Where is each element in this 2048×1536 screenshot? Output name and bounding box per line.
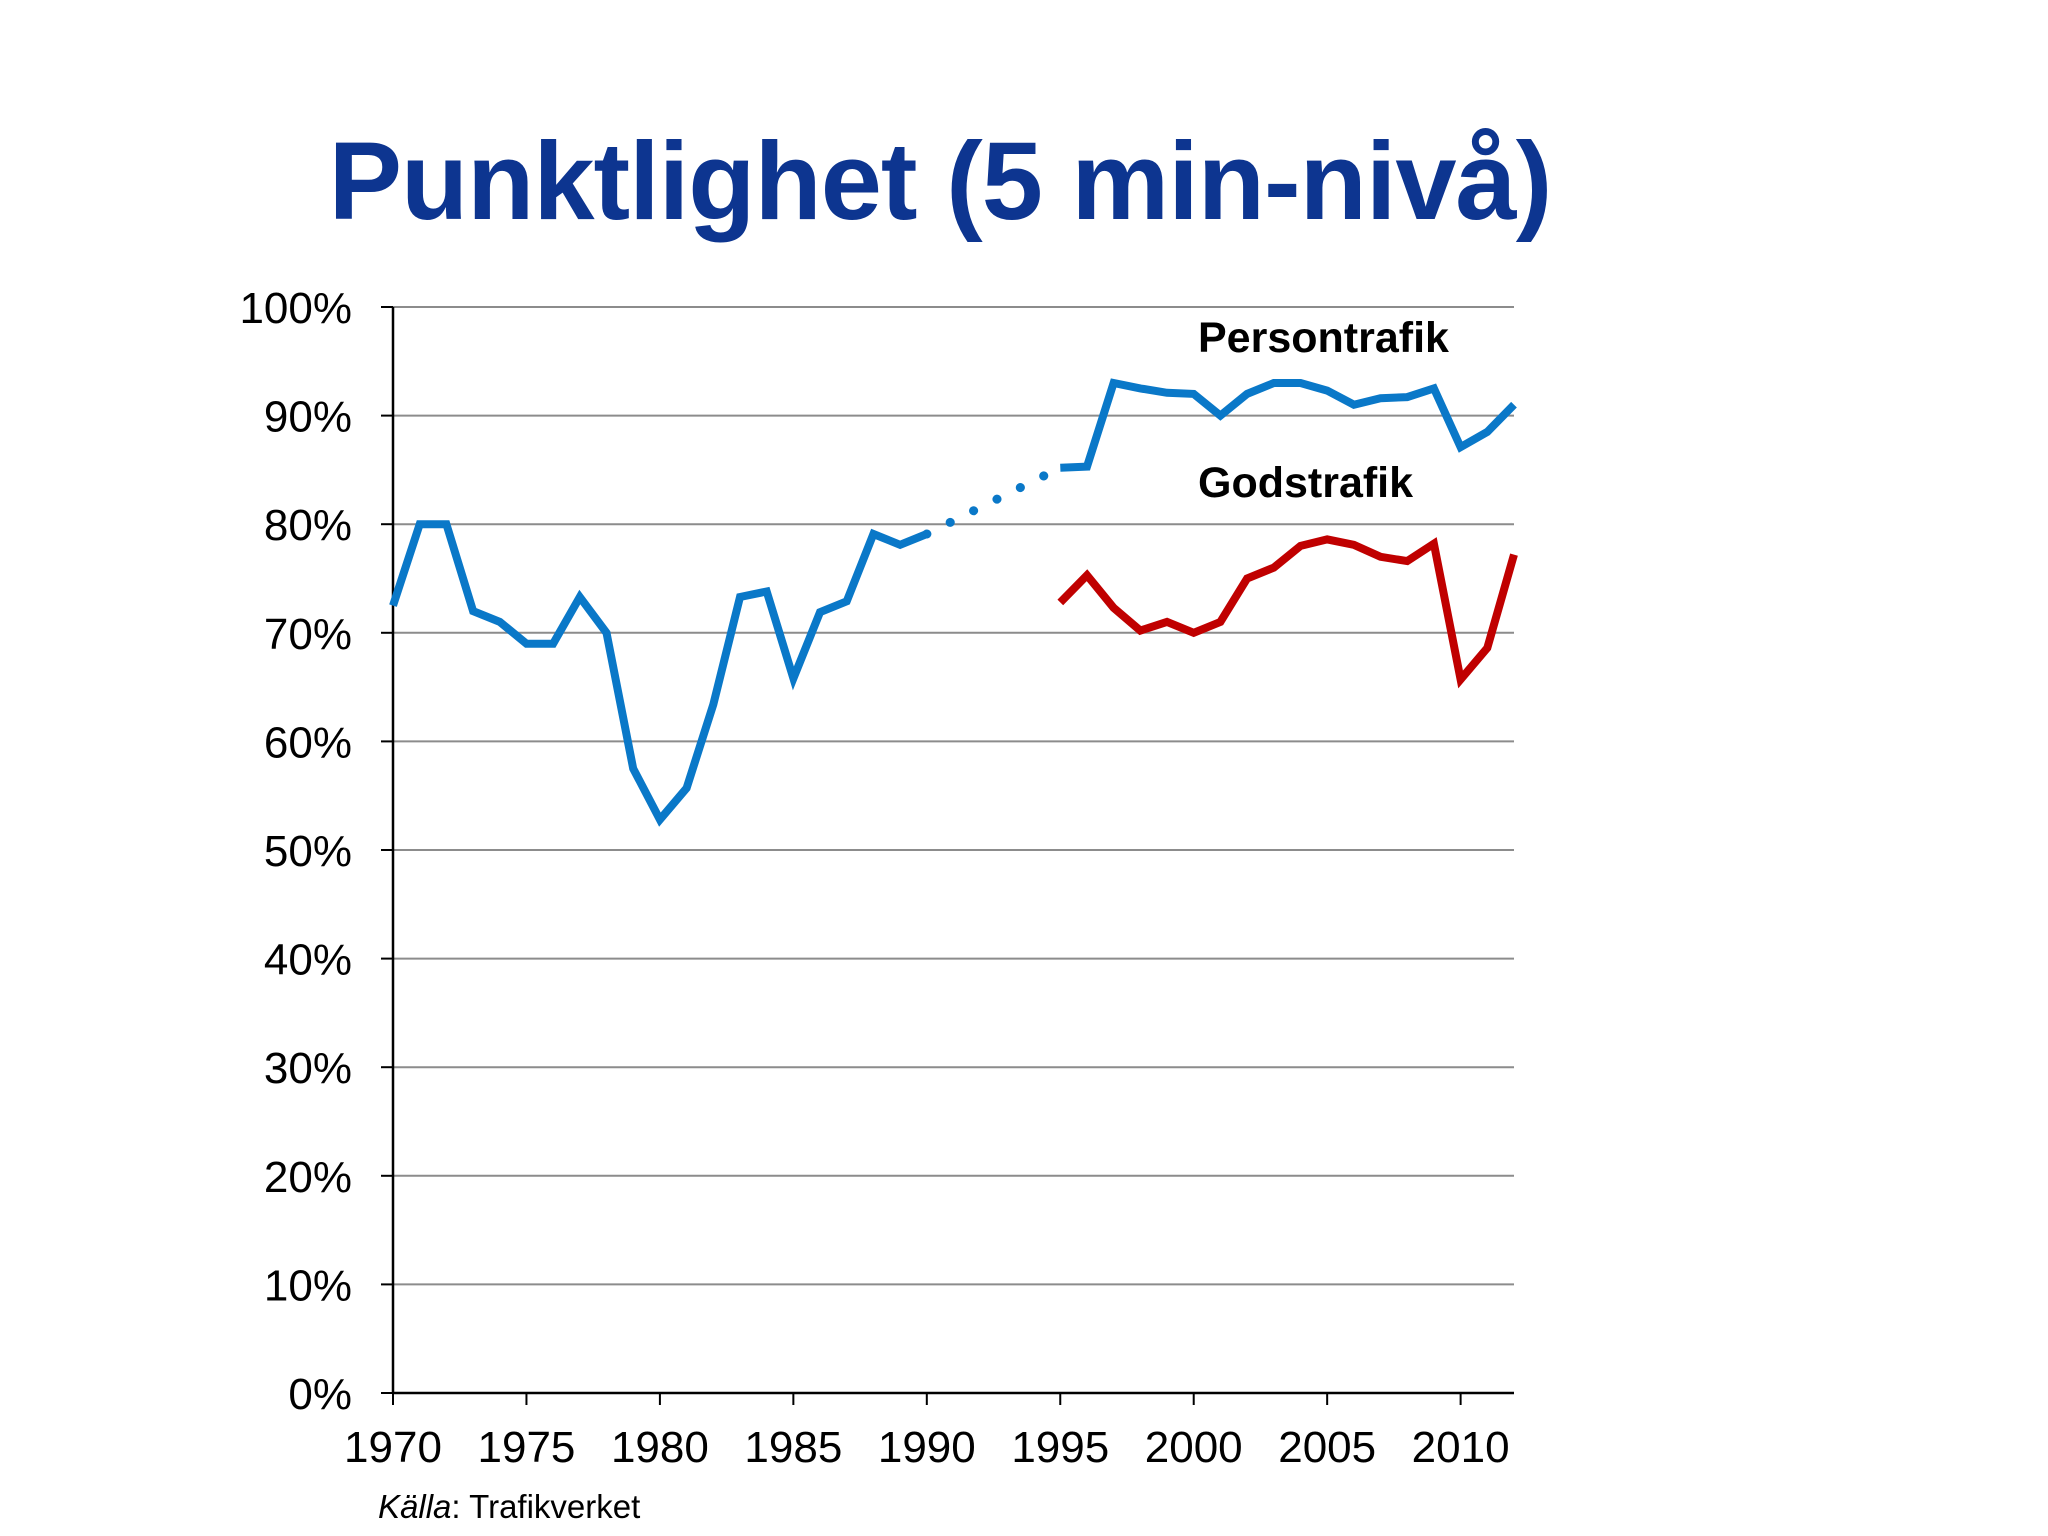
- y-tick-label: 90%: [264, 393, 352, 442]
- source-note: Källa: Trafikverket: [378, 1488, 640, 1526]
- y-tick-label: 40%: [264, 936, 352, 985]
- chart-title: Punktlighet (5 min-nivå): [328, 120, 1553, 243]
- x-tick-label: 1980: [611, 1423, 709, 1472]
- series-line-persontrafik: [1060, 378, 1517, 472]
- series-line-persontrafik: [389, 520, 929, 827]
- x-tick-label: 1975: [478, 1423, 576, 1472]
- axes: [381, 306, 1514, 1405]
- x-tick-label: 2005: [1278, 1423, 1376, 1472]
- x-tick-labels: 1970 1975 1980 1985 1990 1995 2000 2005 2010: [344, 1423, 1510, 1472]
- x-tick-label: 2000: [1145, 1423, 1243, 1472]
- x-tick-label: 1990: [878, 1423, 976, 1472]
- y-tick-labels: 0% 10% 20% 30% 40% 50% 60% 70% 80% 90% 100%: [239, 284, 352, 1419]
- series-line-godstrafik: [1057, 535, 1518, 689]
- series-lines: [389, 378, 1518, 827]
- y-tick-label: 10%: [264, 1261, 352, 1310]
- source-separator: :: [451, 1488, 470, 1525]
- x-tick-label: 1995: [1011, 1423, 1109, 1472]
- x-tick-label: 1970: [344, 1423, 442, 1472]
- y-tick-label: 70%: [264, 610, 352, 659]
- source-name: Trafikverket: [469, 1488, 641, 1525]
- y-tick-label: 30%: [264, 1044, 352, 1093]
- y-tick-label: 80%: [264, 501, 352, 550]
- y-tick-label: 60%: [264, 718, 352, 767]
- x-tick-label: 2010: [1412, 1423, 1510, 1472]
- series-label-persontrafik: Persontrafik: [1198, 314, 1449, 362]
- y-tick-label: 20%: [264, 1153, 352, 1202]
- y-tick-label: 50%: [264, 827, 352, 876]
- gridlines: [393, 306, 1514, 1286]
- source-label: Källa: [378, 1488, 452, 1525]
- x-tick-label: 1985: [744, 1423, 842, 1472]
- y-tick-label: 100%: [239, 284, 352, 333]
- y-tick-label: 0%: [288, 1370, 352, 1419]
- series-line-gap-dotted: [922, 463, 1065, 539]
- series-label-godstrafik: Godstrafik: [1198, 459, 1413, 507]
